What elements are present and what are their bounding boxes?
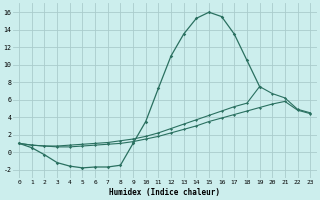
X-axis label: Humidex (Indice chaleur): Humidex (Indice chaleur) <box>109 188 220 197</box>
